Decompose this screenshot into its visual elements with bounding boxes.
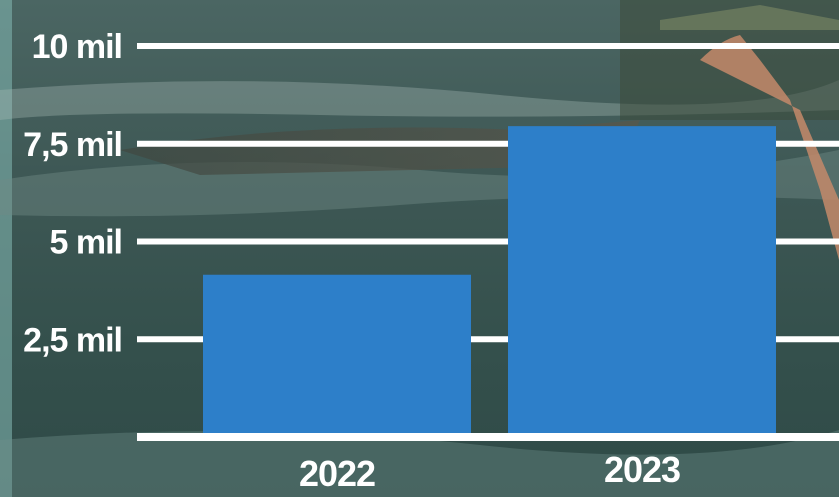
- x-axis-tick-labels: 2022 2023: [299, 449, 681, 494]
- bar-series: [203, 126, 776, 433]
- y-tick-label: 10 mil: [32, 28, 122, 66]
- x-tick-label: 2023: [604, 449, 680, 490]
- y-axis-tick-labels: 2,5 mil 5 mil 7,5 mil 10 mil: [23, 28, 123, 359]
- bar-2022: [203, 274, 471, 433]
- y-tick-label: 2,5 mil: [23, 321, 122, 359]
- bar-2023: [508, 126, 776, 433]
- x-tick-label: 2022: [299, 453, 375, 494]
- y-tick-label: 5 mil: [50, 224, 122, 262]
- y-tick-label: 7,5 mil: [23, 126, 122, 164]
